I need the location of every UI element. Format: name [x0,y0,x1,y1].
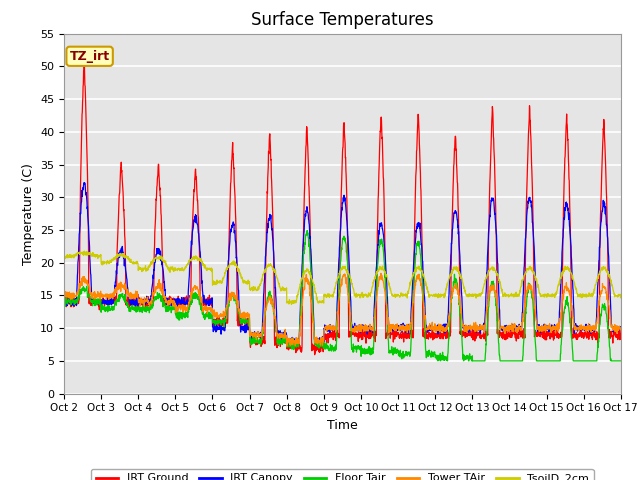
Legend: IRT Ground, IRT Canopy, Floor Tair, Tower TAir, TsoilD_2cm: IRT Ground, IRT Canopy, Floor Tair, Towe… [91,469,594,480]
IRT Canopy [505,324,513,330]
Line: IRT Ground: IRT Ground [64,60,621,355]
IRT Ground [371,333,379,339]
IRT Ground [568,334,576,339]
Line: IRT Canopy: IRT Canopy [64,182,621,347]
Tower TAir [584,323,591,329]
Floor Tair [303,228,311,233]
Line: TsoilD_2cm: TsoilD_2cm [64,251,621,304]
Tower TAir [60,292,68,298]
TsoilD_2cm [287,301,295,307]
Tower TAir [359,326,367,332]
IRT Canopy [584,327,591,333]
IRT Canopy [80,180,88,185]
Floor Tair [434,358,442,364]
IRT Canopy [216,326,223,332]
TsoilD_2cm [81,248,88,254]
Tower TAir [216,312,223,318]
TsoilD_2cm [371,275,379,280]
Y-axis label: Temperature (C): Temperature (C) [22,163,35,264]
Tower TAir [568,303,576,309]
IRT Ground [311,352,319,358]
IRT Canopy [371,288,379,294]
Line: Floor Tair: Floor Tair [64,230,621,361]
IRT Ground [617,335,625,341]
Tower TAir [371,313,379,319]
TsoilD_2cm [359,291,367,297]
Floor Tair [505,358,513,364]
Tower TAir [283,343,291,349]
Floor Tair [216,318,223,324]
Text: TZ_irt: TZ_irt [70,50,109,63]
Floor Tair [584,358,591,364]
TsoilD_2cm [568,273,576,279]
TsoilD_2cm [584,292,591,298]
Floor Tair [371,316,379,322]
IRT Canopy [617,326,625,332]
IRT Ground [60,295,68,300]
TsoilD_2cm [617,293,625,299]
IRT Ground [505,323,513,329]
TsoilD_2cm [505,294,513,300]
Floor Tair [359,346,367,351]
TsoilD_2cm [216,278,223,284]
Tower TAir [505,328,513,334]
TsoilD_2cm [60,254,68,260]
Tower TAir [377,270,385,276]
IRT Canopy [359,322,367,328]
Title: Surface Temperatures: Surface Temperatures [251,11,434,29]
X-axis label: Time: Time [327,419,358,432]
Line: Tower TAir: Tower TAir [64,273,621,346]
IRT Ground [80,57,88,62]
Tower TAir [617,327,625,333]
IRT Canopy [60,300,68,306]
Floor Tair [60,299,68,305]
IRT Canopy [568,273,576,279]
IRT Ground [359,330,367,336]
Floor Tair [617,358,625,364]
IRT Ground [584,332,591,337]
Floor Tair [568,339,576,345]
IRT Ground [216,321,223,326]
IRT Canopy [290,344,298,349]
